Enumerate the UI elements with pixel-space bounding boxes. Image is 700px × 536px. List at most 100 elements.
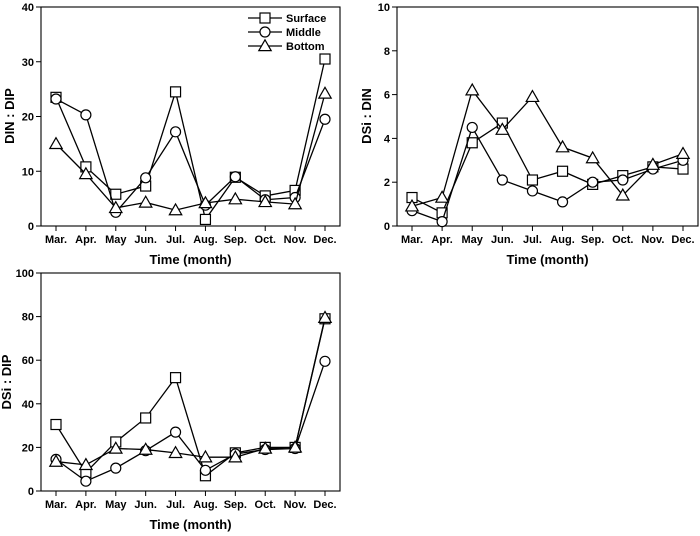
point-bottom-dec xyxy=(675,146,691,159)
y-tick-label: 40 xyxy=(22,399,34,411)
point-bottom-sep xyxy=(585,150,600,164)
y-tick-label: 4 xyxy=(384,133,391,145)
point-middle-jul xyxy=(169,426,182,438)
x-tick-label-nov: Nov. xyxy=(284,234,307,246)
point-surface-jun xyxy=(140,412,152,424)
point-bottom-apr xyxy=(78,166,94,180)
y-axis-label: DIN : DIP xyxy=(2,88,17,144)
point-surface-mar xyxy=(50,418,62,431)
series-bottom xyxy=(48,310,333,471)
point-middle-may xyxy=(466,121,478,134)
x-tick-label-jun: Jun. xyxy=(134,499,157,511)
x-axis-label: Time (month) xyxy=(506,252,588,267)
x-tick-label-apr: Apr. xyxy=(431,234,452,246)
x-tick-label-oct: Oct. xyxy=(255,499,276,511)
point-surface-aug xyxy=(556,165,569,177)
point-middle-sep xyxy=(229,171,241,183)
y-axis-label: DSi : DIP xyxy=(0,354,14,409)
point-bottom-oct xyxy=(257,194,273,208)
x-tick-label-sep: Sep. xyxy=(224,234,247,246)
series-line-surface xyxy=(55,58,326,221)
y-tick-label: 20 xyxy=(22,442,34,454)
point-bottom-nov xyxy=(645,157,661,170)
point-bottom-dec xyxy=(317,310,333,323)
point-bottom-oct xyxy=(615,187,631,201)
point-middle-sep xyxy=(587,176,599,188)
point-middle-jun xyxy=(140,172,152,184)
x-tick-label-may: May xyxy=(105,234,127,246)
x-tick-label-oct: Oct. xyxy=(255,234,276,246)
point-bottom-dec xyxy=(317,86,333,99)
series-bottom xyxy=(404,82,691,212)
x-axis-label: Time (month) xyxy=(149,517,231,532)
point-surface-dec xyxy=(319,53,331,65)
x-tick-label-apr: Apr. xyxy=(75,234,96,246)
point-bottom-nov xyxy=(287,196,303,210)
point-bottom-aug xyxy=(198,195,213,209)
x-tick-label-oct: Oct. xyxy=(612,234,633,246)
point-bottom-jun xyxy=(138,442,153,455)
chart-panel-top-left: 0 10 20 30 40 Mar. Apr. May Jun. Jul. Aug. Sep. Oct.… xyxy=(2,2,341,267)
x-tick-label-dec: Dec. xyxy=(313,499,336,511)
point-middle-apr xyxy=(436,216,448,228)
legend-marker-surface xyxy=(259,12,271,24)
point-bottom-aug xyxy=(555,139,570,153)
point-middle-jun xyxy=(496,174,508,186)
x-tick-label-jul: Jul. xyxy=(166,499,185,511)
y-axis-label: DSi : DIN xyxy=(359,88,374,144)
x-tick-label-aug: Aug. xyxy=(193,234,217,246)
y-tick-label: 80 xyxy=(22,312,34,324)
series-line-bottom xyxy=(55,317,326,466)
series-line-middle xyxy=(55,98,326,214)
point-middle-oct xyxy=(617,174,629,186)
chart-panel-top-right: 0 2 4 6 8 10 Mar. Apr. May Jun. Jul. Aug. Sep. Oct. No… xyxy=(359,2,699,267)
x-tick-label-may: May xyxy=(462,234,484,246)
point-bottom-mar xyxy=(48,136,64,150)
x-tick-label-mar: Mar. xyxy=(45,234,67,246)
point-surface-jul xyxy=(169,372,182,384)
x-tick-label-nov: Nov. xyxy=(284,499,307,511)
legend-marker-bottom xyxy=(257,38,273,52)
x-tick-label-nov: Nov. xyxy=(641,234,664,246)
y-tick-label: 60 xyxy=(22,355,34,367)
series-middle xyxy=(50,355,331,487)
series-line-middle xyxy=(411,125,684,223)
series-middle xyxy=(406,121,689,228)
point-bottom-sep xyxy=(228,191,243,205)
legend-label-middle: Middle xyxy=(286,27,321,39)
y-tick-label: 40 xyxy=(22,2,34,14)
legend-entry-surface: Surface xyxy=(248,12,326,25)
series-line-bottom xyxy=(411,88,684,207)
point-bottom-may xyxy=(108,441,124,454)
point-bottom-jun xyxy=(495,122,510,135)
point-middle-apr xyxy=(80,475,92,487)
series-bottom xyxy=(48,86,333,216)
point-surface-jul xyxy=(526,174,539,186)
point-bottom-jul xyxy=(525,89,540,103)
y-tick-label: 8 xyxy=(384,46,390,58)
y-tick-label: 10 xyxy=(22,166,34,178)
x-tick-label-jul: Jul. xyxy=(523,234,542,246)
x-tick-label-dec: Dec. xyxy=(313,234,336,246)
y-tick-label: 2 xyxy=(384,177,390,189)
point-middle-aug xyxy=(556,196,569,208)
plot-frame xyxy=(396,6,699,227)
x-axis-label: Time (month) xyxy=(149,252,231,267)
point-surface-may xyxy=(110,188,122,200)
point-middle-apr xyxy=(80,109,92,121)
x-tick-label-sep: Sep. xyxy=(581,234,604,246)
point-bottom-jul xyxy=(168,445,183,459)
point-bottom-aug xyxy=(198,449,213,463)
legend-marker-middle xyxy=(259,26,271,38)
point-bottom-mar xyxy=(48,454,64,467)
series-surface xyxy=(406,117,689,219)
point-middle-jul xyxy=(169,126,182,138)
legend-label-surface: Surface xyxy=(286,13,326,25)
point-bottom-oct xyxy=(257,441,273,454)
series-line-middle xyxy=(55,361,326,482)
point-bottom-nov xyxy=(287,439,303,453)
point-bottom-jul xyxy=(168,202,183,216)
y-tick-label: 0 xyxy=(384,221,390,233)
legend-entry-middle: Middle xyxy=(248,26,321,39)
